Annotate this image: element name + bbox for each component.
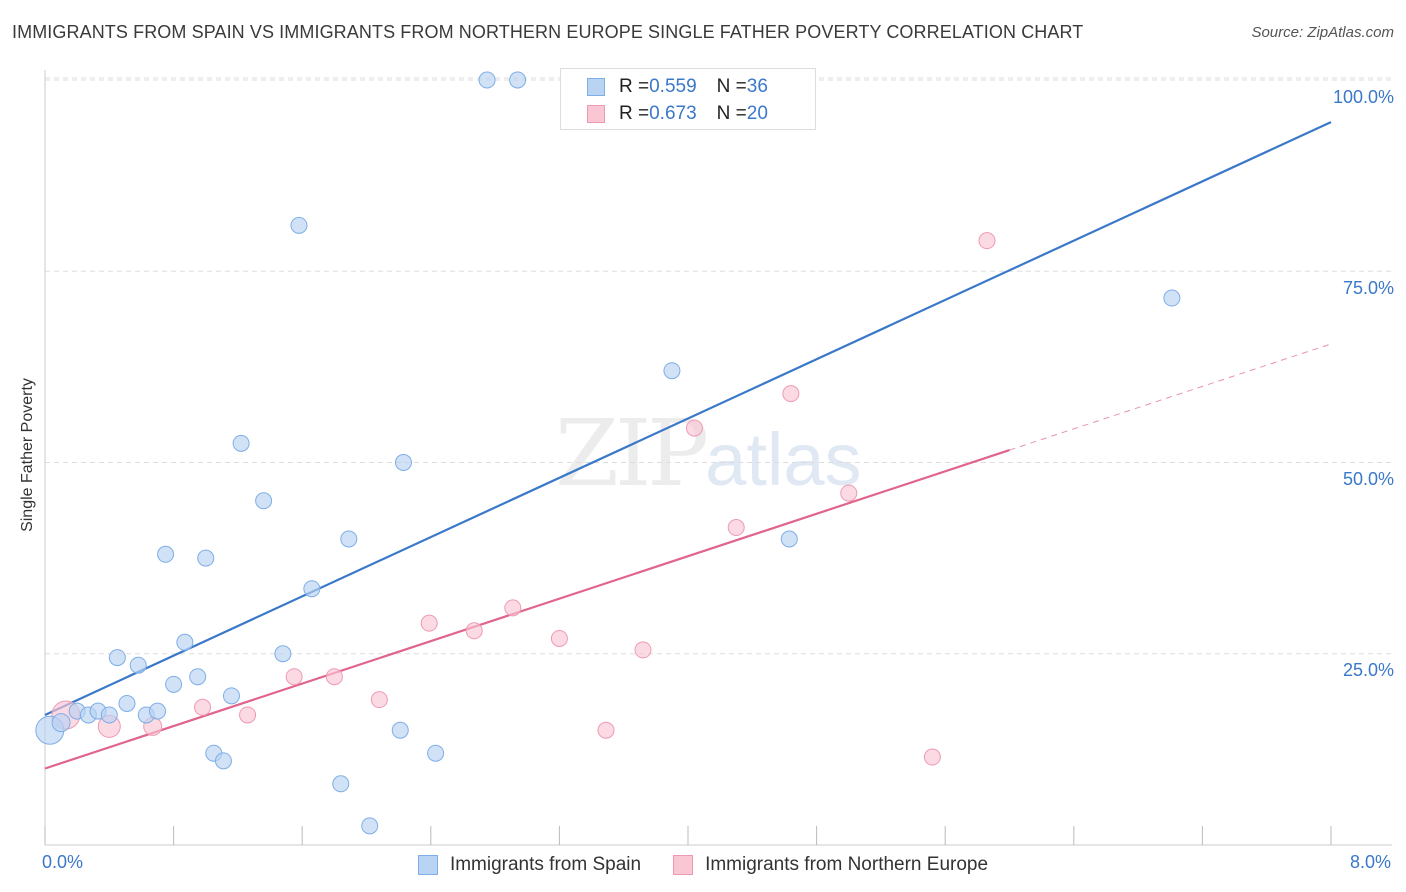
- data-point-series-1-14: [685, 419, 703, 437]
- data-point-series-0-14: [189, 668, 207, 686]
- data-point-series-0-20: [255, 492, 273, 510]
- data-point-series-0-7: [118, 694, 136, 712]
- grid-lines: [45, 77, 1392, 655]
- legend-label-spain: Immigrants from Spain: [449, 854, 642, 875]
- data-point-series-0-19: [232, 434, 250, 452]
- legend-swatch-northern-europe: [673, 855, 694, 875]
- data-point-series-0-27: [391, 721, 409, 739]
- data-point-series-0-33: [780, 530, 798, 548]
- y-axis-label: Single Father Poverty: [19, 378, 36, 532]
- legend-r-value-spain: 0.559: [649, 76, 697, 97]
- watermark-atlas: atlas: [705, 418, 862, 501]
- series-legend: Immigrants from Spain Immigrants from No…: [0, 852, 1406, 878]
- data-point-series-0-15: [197, 549, 215, 567]
- data-point-series-0-12: [165, 675, 183, 693]
- legend-r-label: R =: [619, 103, 650, 124]
- legend-label-northern-europe: Immigrants from Northern Europe: [705, 854, 989, 875]
- trend-line-series-0: [44, 121, 1332, 716]
- data-point-series-0-32: [663, 362, 681, 380]
- data-point-series-1-11: [550, 629, 568, 647]
- data-point-series-1-19: [978, 232, 996, 250]
- data-point-series-0-8: [129, 656, 147, 674]
- data-point-series-0-24: [332, 775, 350, 793]
- watermark: ZIPatlas: [555, 400, 861, 507]
- data-point-series-0-6: [108, 649, 126, 667]
- trend-line-series-1: [44, 449, 1010, 770]
- data-point-series-0-29: [427, 744, 445, 762]
- legend-row-spain: R = 0.559 N = 36: [587, 74, 768, 100]
- legend-swatch-northern-europe: [587, 105, 605, 123]
- data-point-series-0-34: [1163, 289, 1181, 307]
- y-tick-label-25: 25.0%: [1342, 660, 1394, 680]
- legend-item-spain[interactable]: Immigrants from Spain: [417, 854, 642, 876]
- y-tick-label-75: 75.0%: [1342, 278, 1394, 298]
- chart-title: IMMIGRANTS FROM SPAIN VS IMMIGRANTS FROM…: [12, 22, 1084, 42]
- legend-swatch-spain: [587, 78, 605, 96]
- data-point-series-1-6: [325, 668, 343, 686]
- data-point-series-1-16: [782, 385, 800, 403]
- data-point-series-0-26: [361, 817, 379, 835]
- data-point-series-0-22: [290, 216, 308, 234]
- legend-row-northern-europe: R = 0.673 N = 20: [587, 101, 768, 127]
- legend-r-value-northern-europe: 0.673: [649, 103, 697, 124]
- legend-n-label: N =: [716, 76, 747, 97]
- data-point-series-0-13: [176, 633, 194, 651]
- watermark-zip: ZIP: [555, 400, 709, 507]
- data-point-series-1-10: [504, 599, 522, 617]
- series-spain-points: [35, 71, 1181, 835]
- legend-r-label: R =: [619, 76, 650, 97]
- correlation-legend: R = 0.559 N = 36 R = 0.673 N = 20: [560, 68, 816, 130]
- series-northern-europe-points: [51, 232, 996, 766]
- data-point-series-0-28: [394, 454, 412, 471]
- source-credit: Source: ZipAtlas.com: [1251, 24, 1394, 41]
- data-point-series-1-13: [634, 641, 652, 659]
- legend-item-northern-europe[interactable]: Immigrants from Northern Europe: [673, 854, 988, 876]
- data-point-series-0-25: [340, 530, 358, 548]
- data-point-series-1-3: [194, 698, 212, 716]
- data-point-series-0-21: [274, 645, 292, 663]
- data-point-series-1-5: [285, 668, 303, 686]
- x-tick-label-max: 8.0%: [1350, 852, 1392, 872]
- data-point-series-0-17: [214, 752, 232, 770]
- x-tick-label-min: 0.0%: [42, 852, 84, 872]
- trend-line-extension-series-1: [1009, 343, 1332, 451]
- data-point-series-0-31: [509, 71, 527, 89]
- legend-swatch-spain: [417, 855, 438, 875]
- y-tick-label-50: 50.0%: [1342, 469, 1394, 489]
- data-point-series-1-12: [597, 721, 615, 739]
- data-point-series-1-15: [727, 519, 745, 537]
- axes: [44, 70, 1392, 846]
- y-tick-label-100: 100.0%: [1332, 87, 1394, 107]
- data-point-series-0-11: [157, 545, 175, 563]
- data-point-series-1-9: [465, 622, 483, 640]
- data-point-series-0-5: [100, 706, 118, 724]
- legend-n-value-spain: 36: [746, 76, 768, 97]
- data-point-series-0-30: [478, 71, 496, 89]
- data-point-series-0-1: [51, 713, 71, 733]
- data-point-series-1-18: [923, 748, 941, 766]
- data-point-series-1-17: [840, 484, 858, 502]
- data-point-series-1-8: [420, 614, 438, 632]
- trend-lines: [44, 121, 1332, 770]
- data-point-series-0-18: [222, 687, 240, 705]
- data-point-series-1-4: [239, 706, 257, 724]
- data-point-series-1-7: [370, 691, 388, 709]
- legend-n-value-northern-europe: 20: [746, 103, 768, 124]
- data-point-series-0-10: [149, 702, 167, 720]
- legend-n-label: N =: [716, 103, 747, 124]
- data-point-series-0-23: [303, 580, 321, 598]
